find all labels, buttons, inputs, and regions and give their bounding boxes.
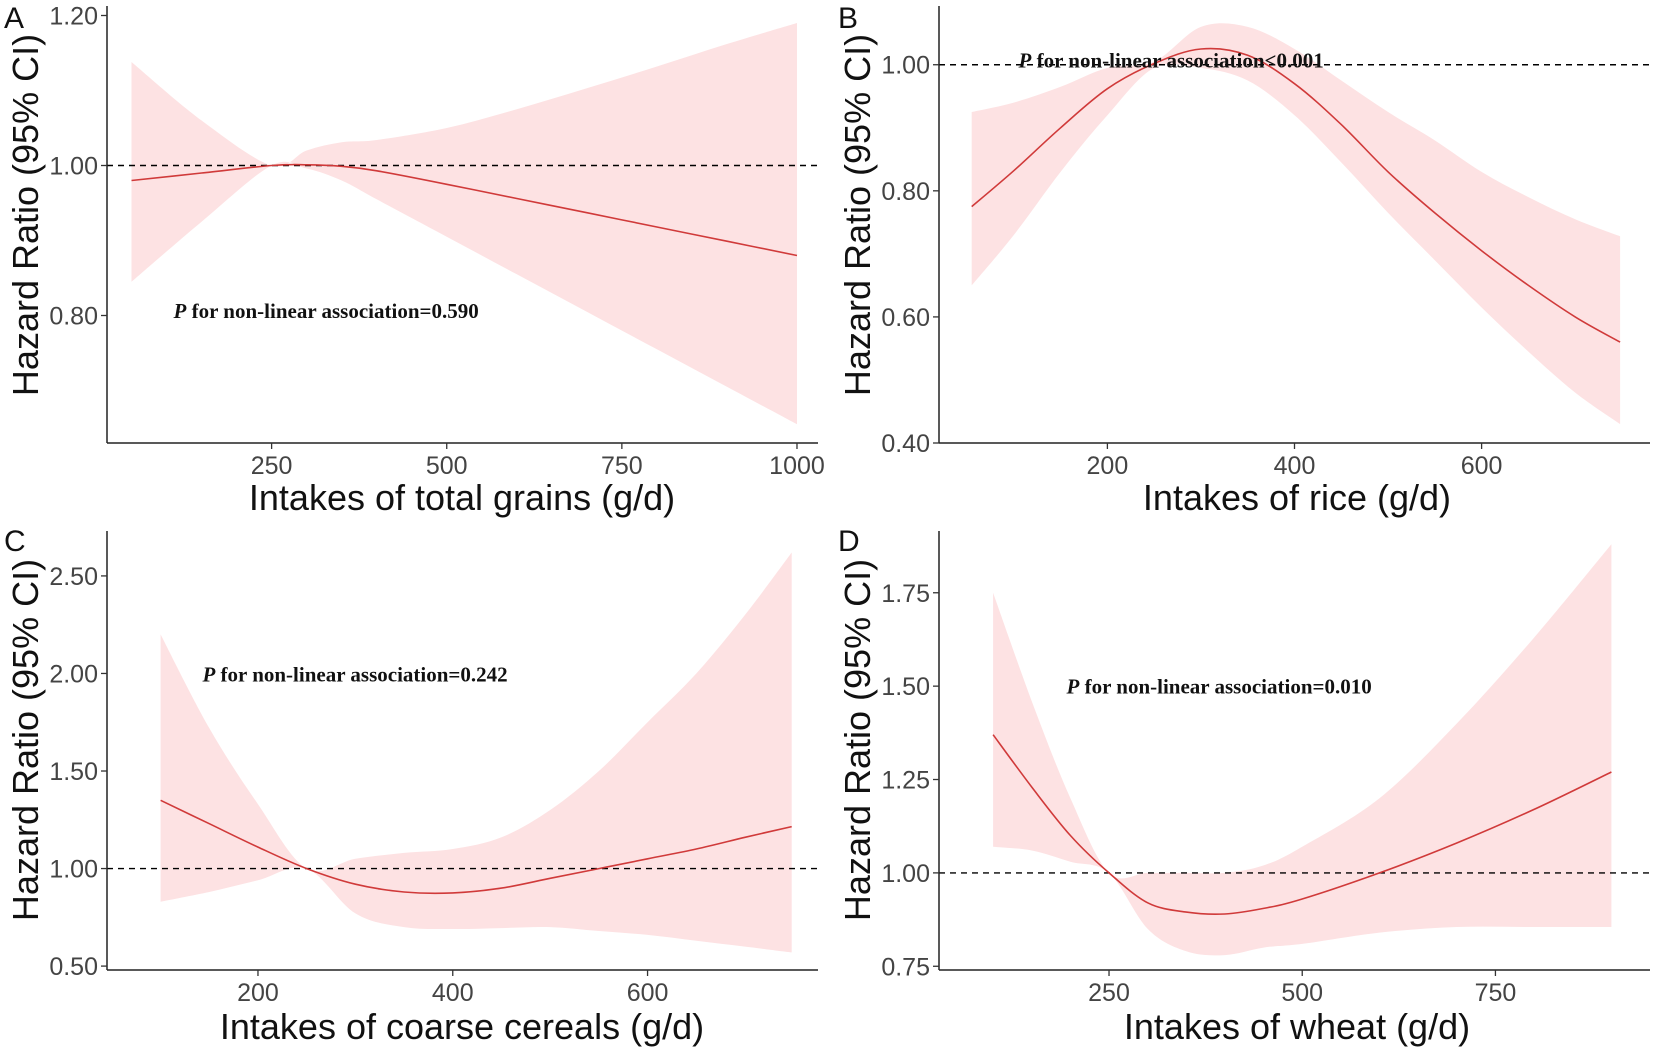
panel-b-ytick-label: 1.00 <box>881 52 930 80</box>
panel-d-ytick-label: 0.75 <box>881 953 930 981</box>
panel-a-ytick-label: 0.80 <box>49 303 98 331</box>
panel-d-ci-band <box>993 544 1612 956</box>
panel-b-hr-line <box>971 47 1621 343</box>
panel-a-xtick-label: 500 <box>426 452 468 480</box>
panel-b-xtick-label: 600 <box>1461 452 1503 480</box>
panel-a: A Hazard Ratio (95% CI) Intakes of total… <box>4 2 675 518</box>
panel-a-ci-band <box>131 23 797 425</box>
panel-c-xtick-label: 200 <box>237 979 279 1007</box>
panel-b-annotation-p: P <box>1018 48 1032 72</box>
panel-d-annotation-p: P <box>1066 675 1080 699</box>
panel-c-xtick-label: 600 <box>627 979 669 1007</box>
panel-b-ylabel: Hazard Ratio (95% CI) <box>837 34 878 396</box>
panel-a-xtick-label: 1000 <box>769 452 825 480</box>
panel-d-xtick-label: 250 <box>1088 979 1130 1007</box>
panel-b-letter: B <box>838 2 858 35</box>
panel-b-xtick-label: 400 <box>1274 452 1316 480</box>
panel-d-annotation: P for non-linear association=0.010 <box>1066 675 1372 699</box>
panel-a-xlabel: Intakes of total grains (g/d) <box>249 477 675 518</box>
panel-a-ytick-label: 1.00 <box>49 153 98 181</box>
panel-b-xlabel: Intakes of rice (g/d) <box>1143 477 1451 518</box>
panel-a-annotation-text: for non-linear association=0.590 <box>186 299 478 323</box>
panel-d-xtick-label: 750 <box>1475 979 1517 1007</box>
panel-b-ytick-label: 0.80 <box>881 178 930 206</box>
panel-c-annotation-text: for non-linear association=0.242 <box>215 662 507 686</box>
panel-c-ytick-label: 2.00 <box>49 660 98 688</box>
panel-a-xtick-label: 250 <box>251 452 293 480</box>
panel-b-ci-band <box>971 23 1621 425</box>
panel-d: D Hazard Ratio (95% CI) Intakes of wheat… <box>837 525 1470 1047</box>
panel-c-ytick-label: 2.50 <box>49 563 98 591</box>
panel-c-ylabel: Hazard Ratio (95% CI) <box>5 559 46 921</box>
panel-d-ytick-label: 1.00 <box>881 860 930 888</box>
panel-d-ytick-label: 1.75 <box>881 580 930 608</box>
panel-b: B Hazard Ratio (95% CI) Intakes of rice … <box>837 2 1451 518</box>
panel-d-plot: 0.75 1.00 1.25 1.50 1.75 250 500 750 P for non-l… <box>881 531 1650 1007</box>
panel-b-xtick-label: 200 <box>1087 452 1129 480</box>
panel-a-annotation-p: P <box>173 299 187 323</box>
panel-d-ytick-label: 1.25 <box>881 767 930 795</box>
panel-d-ytick-label: 1.50 <box>881 673 930 701</box>
panel-c-ci-band <box>160 552 792 953</box>
panel-d-xlabel: Intakes of wheat (g/d) <box>1124 1006 1470 1047</box>
panel-c-letter: C <box>4 525 26 558</box>
panel-a-hr-line <box>131 163 798 257</box>
panel-c-ytick-label: 1.00 <box>49 856 98 884</box>
panel-b-ytick-label: 0.40 <box>881 430 930 458</box>
panel-d-letter: D <box>838 525 860 558</box>
panel-c-xlabel: Intakes of coarse cereals (g/d) <box>220 1006 704 1047</box>
panel-c: C Hazard Ratio (95% CI) Intakes of coars… <box>4 525 704 1047</box>
panel-c-ytick-label: 0.50 <box>49 953 98 981</box>
panel-a-ylabel: Hazard Ratio (95% CI) <box>5 34 46 396</box>
panel-a-xtick-label: 750 <box>601 452 643 480</box>
panel-c-annotation: P for non-linear association=0.242 <box>201 662 507 686</box>
panel-a-letter: A <box>4 2 24 35</box>
panel-b-plot: 0.40 0.60 0.80 1.00 200 400 600 P for non-linea… <box>881 6 1650 480</box>
panel-d-annotation-text: for non-linear association=0.010 <box>1079 675 1371 699</box>
panel-d-hr-line <box>992 734 1612 916</box>
panel-c-hr-line <box>160 799 792 895</box>
panel-c-annotation-p: P <box>201 662 215 686</box>
panel-b-ytick-label: 0.60 <box>881 304 930 332</box>
panel-a-plot: 0.80 1.00 1.20 250 500 750 1000 P for non-linea… <box>49 3 824 481</box>
panel-b-annotation-text: for non-linear association<0.001 <box>1031 48 1323 72</box>
panel-c-plot: 0.50 1.00 1.50 2.00 2.50 200 400 600 P for non-l… <box>49 531 818 1007</box>
panel-d-xtick-label: 500 <box>1281 979 1323 1007</box>
panel-d-ylabel: Hazard Ratio (95% CI) <box>837 559 878 921</box>
panel-a-ytick-label: 1.20 <box>49 3 98 31</box>
panel-c-ytick-label: 1.50 <box>49 758 98 786</box>
panel-a-annotation: P for non-linear association=0.590 <box>173 299 479 323</box>
panel-b-annotation: P for non-linear association<0.001 <box>1018 48 1324 72</box>
panel-c-xtick-label: 400 <box>432 979 474 1007</box>
